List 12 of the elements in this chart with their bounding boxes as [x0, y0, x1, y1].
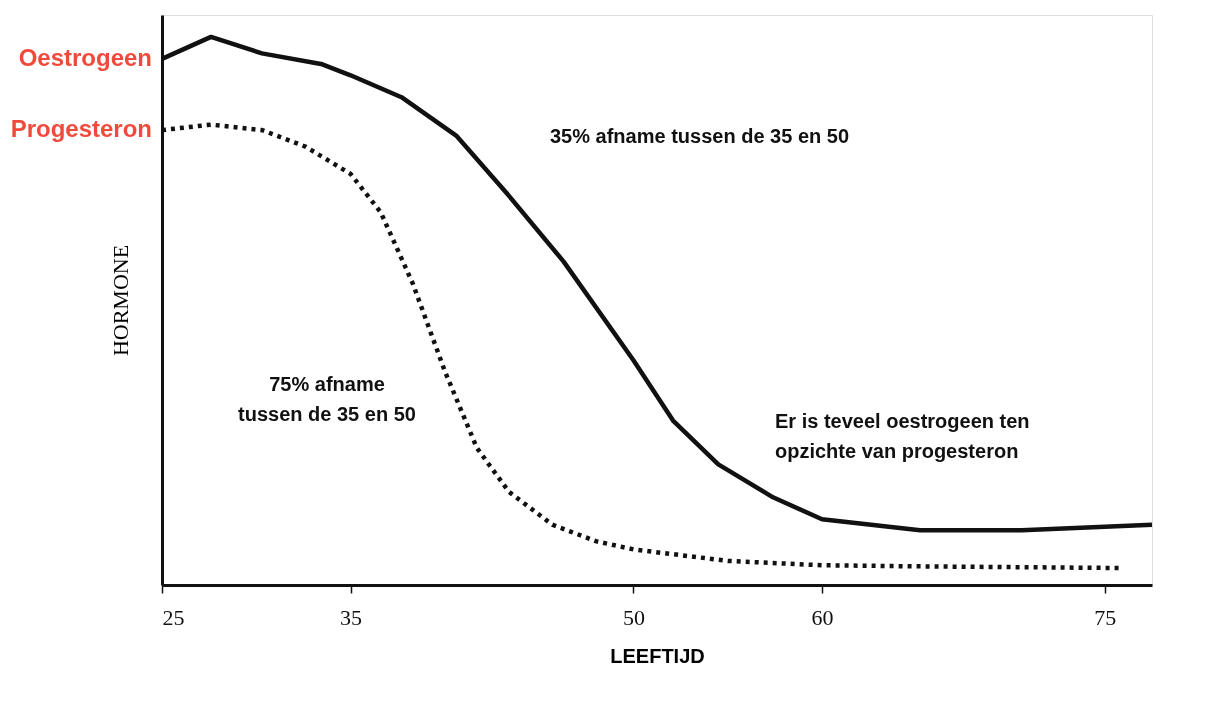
x-tick-label: 50: [622, 604, 645, 630]
x-tick-label: 25: [162, 604, 185, 630]
x-tick-label: 75: [1094, 604, 1117, 630]
annotation: Er is teveel oestrogeen ten opzichte van progesteron: [775, 410, 1030, 462]
x-axis-title: LEEFTIJD: [610, 644, 705, 667]
x-tick-label: 60: [811, 604, 834, 630]
annotation: 35% afname tussen de 35 en 50: [550, 125, 850, 147]
annotation: 75% afname tussen de 35 en 50: [238, 373, 416, 425]
y-axis-title: HORMONE: [107, 244, 133, 357]
series-label: Oestrogeen: [18, 43, 152, 71]
series-label: Progesteron: [10, 115, 152, 143]
x-tick-label: 35: [340, 604, 363, 630]
